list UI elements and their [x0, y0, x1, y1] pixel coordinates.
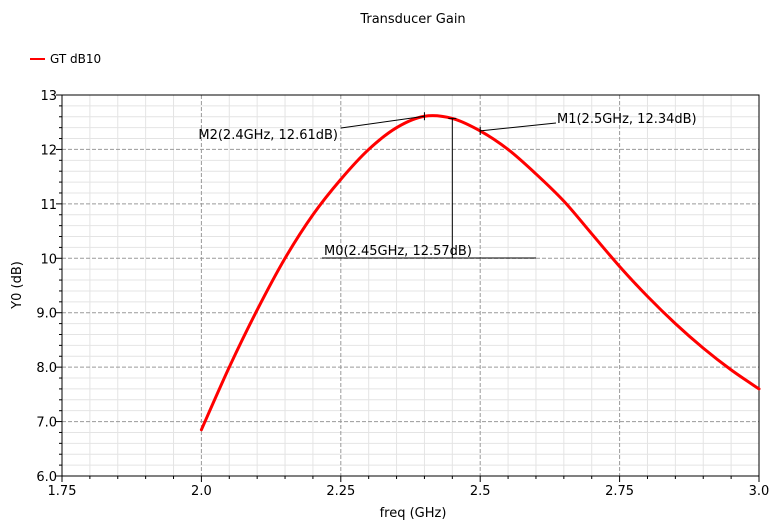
marker-m1-label: M1(2.5GHz, 12.34dB) — [557, 112, 697, 127]
legend: GT dB10 — [30, 52, 101, 66]
marker-m2-leader — [340, 115, 425, 129]
marker-m0-label: M0(2.45GHz, 12.57dB) — [324, 244, 472, 259]
y-tick-label: 9.0 — [36, 307, 57, 322]
marker-m1-leader — [480, 122, 557, 132]
chart-title: Transducer Gain — [359, 12, 465, 27]
y-tick-label: 6.0 — [36, 470, 57, 485]
y-tick-label: 12 — [40, 143, 57, 158]
x-tick-label: 3.0 — [749, 484, 770, 499]
marker-m2-label: M2(2.4GHz, 12.61dB) — [198, 128, 338, 143]
marker-layer: M2(2.4GHz, 12.61dB) M1(2.5GHz, 12.34dB) M0… — [198, 112, 696, 259]
x-tick-label: 2.0 — [191, 484, 212, 499]
y-tick-label: 13 — [40, 89, 57, 104]
y-tick-label: 11 — [40, 198, 57, 213]
x-tick-label: 1.75 — [48, 484, 77, 499]
x-tick-label: 2.75 — [605, 484, 634, 499]
x-tick-label: 2.25 — [326, 484, 355, 499]
y-tick-label: 8.0 — [36, 361, 57, 376]
x-axis-label: freq (GHz) — [380, 506, 447, 521]
y-axis-label: Y0 (dB) — [10, 261, 25, 310]
y-tick-label: 7.0 — [36, 416, 57, 431]
x-tick-label: 2.5 — [470, 484, 491, 499]
axis-ticks: 1.75 2.0 2.25 2.5 2.75 3.0 6.0 7.0 8.0 9.0 10 11 12 1… — [36, 89, 769, 499]
plot-frame — [61, 94, 760, 477]
legend-label: GT dB10 — [50, 52, 101, 66]
grid — [62, 95, 759, 476]
y-tick-label: 10 — [40, 252, 57, 267]
